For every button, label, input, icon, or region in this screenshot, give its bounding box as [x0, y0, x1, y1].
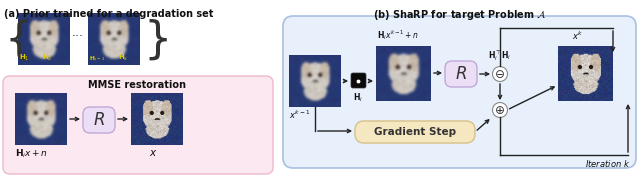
- Text: $\mathbf{H}_{s-1}$: $\mathbf{H}_{s-1}$: [89, 54, 106, 63]
- FancyBboxPatch shape: [3, 76, 273, 174]
- Text: $\mathbf{H}_s$: $\mathbf{H}_s$: [118, 53, 129, 63]
- Circle shape: [493, 66, 508, 82]
- Text: $\mathbf{H}_i^\top \mathbf{H}_i$: $\mathbf{H}_i^\top \mathbf{H}_i$: [488, 48, 512, 63]
- Text: Iteration $k$: Iteration $k$: [585, 158, 630, 169]
- Circle shape: [493, 102, 508, 118]
- Text: $\mathbf{H}_i x + n$: $\mathbf{H}_i x + n$: [15, 148, 48, 161]
- Text: $\mathbf{H}_1$: $\mathbf{H}_1$: [19, 53, 29, 63]
- Text: (b) ShaRP for target Problem $\mathcal{A}$: (b) ShaRP for target Problem $\mathcal{A…: [373, 8, 547, 22]
- Text: $\mathbf{H}_i x^{k-1} + n$: $\mathbf{H}_i x^{k-1} + n$: [377, 28, 419, 42]
- Text: ⊖: ⊖: [495, 68, 505, 80]
- Text: $x^k$: $x^k$: [572, 30, 584, 42]
- FancyBboxPatch shape: [351, 73, 366, 88]
- FancyBboxPatch shape: [355, 121, 475, 143]
- FancyBboxPatch shape: [83, 107, 115, 133]
- Text: R: R: [455, 65, 467, 83]
- Text: {: {: [5, 19, 33, 62]
- Text: ⊕: ⊕: [495, 103, 505, 116]
- FancyBboxPatch shape: [445, 61, 477, 87]
- Text: R: R: [93, 111, 105, 129]
- FancyBboxPatch shape: [283, 16, 636, 168]
- Text: $x$: $x$: [148, 148, 157, 158]
- Text: ···: ···: [72, 30, 84, 44]
- Text: (a) Prior trained for a degradation set: (a) Prior trained for a degradation set: [4, 9, 213, 19]
- Text: MMSE restoration: MMSE restoration: [88, 80, 186, 90]
- Text: Gradient Step: Gradient Step: [374, 127, 456, 137]
- Text: $\mathbf{H}_2$: $\mathbf{H}_2$: [42, 53, 52, 63]
- Text: $\mathbf{H}_i$: $\mathbf{H}_i$: [353, 91, 363, 103]
- Text: }: }: [143, 19, 172, 62]
- Text: $x^{k-1}$: $x^{k-1}$: [289, 109, 310, 121]
